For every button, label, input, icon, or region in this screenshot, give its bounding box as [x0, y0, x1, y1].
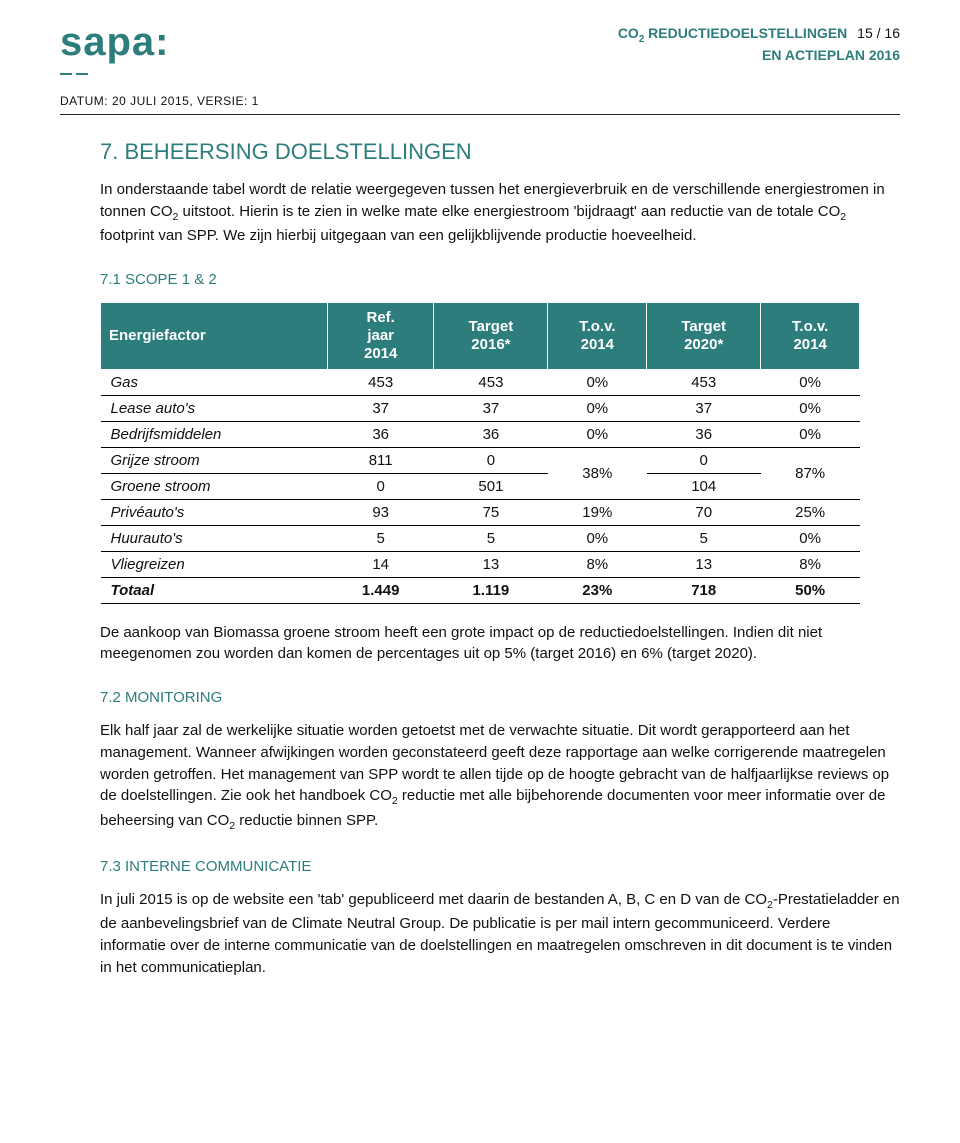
- total-cell: 718: [647, 577, 761, 603]
- table-total-row: Totaal1.4491.11923%71850%: [101, 577, 860, 603]
- row-cell: 13: [434, 551, 548, 577]
- row-cell: 453: [328, 369, 434, 395]
- row-cell: 37: [647, 395, 761, 421]
- row-label: Gas: [101, 369, 328, 395]
- header-rule: [60, 114, 900, 115]
- row-cell: 8%: [761, 551, 860, 577]
- row-cell: 37: [328, 395, 434, 421]
- row-cell: 14: [328, 551, 434, 577]
- row-cell: 0: [434, 447, 548, 473]
- row-cell: 0%: [761, 369, 860, 395]
- row-label: Bedrijfsmiddelen: [101, 421, 328, 447]
- doc-title-pre: CO: [618, 25, 639, 41]
- row-cell: 104: [647, 473, 761, 499]
- row-label: Lease auto's: [101, 395, 328, 421]
- datum-line: DATUM: 20 JULI 2015, VERSIE: 1: [60, 94, 900, 108]
- section-7-intro: In onderstaande tabel wordt de relatie w…: [100, 179, 900, 247]
- row-cell: 8%: [548, 551, 647, 577]
- energiefactor-table: Energiefactor Ref.jaar2014 Target2016* T…: [100, 302, 860, 604]
- row-label: Huurauto's: [101, 525, 328, 551]
- row-cell: 0: [647, 447, 761, 473]
- total-cell: Totaal: [101, 577, 328, 603]
- row-cell: 0%: [761, 395, 860, 421]
- row-cell: 37: [434, 395, 548, 421]
- section-7-title: 7. BEHEERSING DOELSTELLINGEN: [100, 139, 900, 165]
- table-row: Privéauto's937519%7025%: [101, 499, 860, 525]
- total-cell: 1.449: [328, 577, 434, 603]
- section-7-1-footnote: De aankoop van Biomassa groene stroom he…: [100, 622, 900, 666]
- row-label: Privéauto's: [101, 499, 328, 525]
- row-cell: 0%: [761, 421, 860, 447]
- table-row: Gas4534530%4530%: [101, 369, 860, 395]
- row-cell: 38%: [548, 447, 647, 499]
- table-row: Vliegreizen14138%138%: [101, 551, 860, 577]
- brand-colon: :: [155, 20, 169, 64]
- col-tov-2014a: T.o.v.2014: [548, 302, 647, 369]
- total-cell: 50%: [761, 577, 860, 603]
- section-7-3-text: In juli 2015 is op de website een 'tab' …: [100, 889, 900, 978]
- table-row: Lease auto's37370%370%: [101, 395, 860, 421]
- table-row: Bedrijfsmiddelen36360%360%: [101, 421, 860, 447]
- section-7-3-title: 7.3 INTERNE COMMUNICATIE: [100, 858, 900, 875]
- table-header-row: Energiefactor Ref.jaar2014 Target2016* T…: [101, 302, 860, 369]
- row-label: Groene stroom: [101, 473, 328, 499]
- total-cell: 1.119: [434, 577, 548, 603]
- row-cell: 36: [434, 421, 548, 447]
- s73-pre: In juli 2015 is op de website een 'tab' …: [100, 891, 767, 908]
- row-cell: 13: [647, 551, 761, 577]
- col-target-2020: Target2020*: [647, 302, 761, 369]
- row-cell: 36: [647, 421, 761, 447]
- page-header: sapa: CO2 REDUCTIEDOELSTELLINGEN 15 / 16…: [60, 20, 900, 92]
- row-cell: 501: [434, 473, 548, 499]
- section-7-1-title: 7.1 SCOPE 1 & 2: [100, 271, 900, 288]
- row-cell: 0: [328, 473, 434, 499]
- brand-text: sapa: [60, 20, 155, 64]
- col-target-2016: Target2016*: [434, 302, 548, 369]
- col-ref-jaar: Ref.jaar2014: [328, 302, 434, 369]
- row-cell: 5: [328, 525, 434, 551]
- brand-underline-icon: [60, 65, 200, 75]
- col-tov-2014b: T.o.v.2014: [761, 302, 860, 369]
- row-cell: 0%: [548, 369, 647, 395]
- row-cell: 0%: [548, 421, 647, 447]
- row-cell: 0%: [548, 395, 647, 421]
- s72-post: reductie binnen SPP.: [235, 812, 378, 829]
- total-cell: 23%: [548, 577, 647, 603]
- brand-logo: sapa:: [60, 20, 200, 75]
- row-cell: 70: [647, 499, 761, 525]
- table-row: Grijze stroom811038%087%: [101, 447, 860, 473]
- row-label: Vliegreizen: [101, 551, 328, 577]
- row-cell: 5: [434, 525, 548, 551]
- row-cell: 0%: [761, 525, 860, 551]
- s7-intro-sub2: 2: [840, 211, 846, 223]
- row-cell: 811: [328, 447, 434, 473]
- section-7-2-title: 7.2 MONITORING: [100, 689, 900, 706]
- row-cell: 453: [647, 369, 761, 395]
- row-cell: 0%: [548, 525, 647, 551]
- row-cell: 87%: [761, 447, 860, 499]
- s7-intro-post2: footprint van SPP. We zijn hierbij uitge…: [100, 227, 697, 244]
- row-cell: 25%: [761, 499, 860, 525]
- row-cell: 453: [434, 369, 548, 395]
- section-7-2-text: Elk half jaar zal de werkelijke situatie…: [100, 720, 900, 834]
- row-cell: 5: [647, 525, 761, 551]
- doc-title-post: REDUCTIEDOELSTELLINGEN: [644, 25, 847, 41]
- row-cell: 93: [328, 499, 434, 525]
- doc-title-line2: EN ACTIEPLAN 2016: [618, 46, 900, 65]
- row-cell: 19%: [548, 499, 647, 525]
- row-cell: 36: [328, 421, 434, 447]
- page-number: 15 / 16: [857, 25, 900, 41]
- table-row: Huurauto's550%50%: [101, 525, 860, 551]
- row-cell: 75: [434, 499, 548, 525]
- col-energiefactor: Energiefactor: [101, 302, 328, 369]
- table-row: Groene stroom0501 104: [101, 473, 860, 499]
- s7-intro-post: uitstoot. Hierin is te zien in welke mat…: [178, 203, 840, 220]
- row-label: Grijze stroom: [101, 447, 328, 473]
- doc-title-block: CO2 REDUCTIEDOELSTELLINGEN 15 / 16 EN AC…: [618, 24, 900, 65]
